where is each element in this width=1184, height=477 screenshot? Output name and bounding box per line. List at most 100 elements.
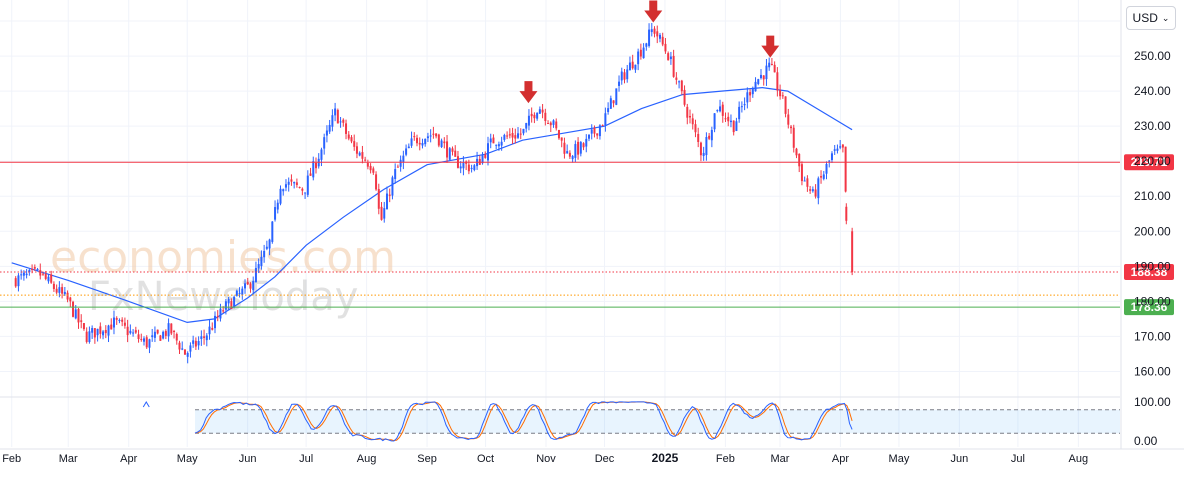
candle-body	[653, 28, 656, 34]
candle-body	[388, 194, 391, 196]
candle-body	[609, 98, 612, 109]
candle-body	[680, 80, 683, 92]
candle-body	[851, 231, 854, 272]
candle-body	[399, 159, 402, 167]
candle-body	[830, 153, 833, 161]
candle-body	[366, 163, 369, 167]
candle-body	[612, 100, 615, 104]
candle-body	[170, 323, 173, 334]
candle-body	[334, 108, 337, 116]
x-tick-label: Feb	[2, 453, 21, 465]
y-tick-label: 240.00	[1134, 84, 1171, 98]
candle-body	[375, 174, 378, 190]
candle-body	[721, 104, 724, 116]
candle-body	[413, 136, 416, 138]
candle-body	[585, 138, 588, 147]
candle-body	[80, 320, 83, 322]
candle-body	[495, 144, 498, 146]
candle-body	[22, 272, 25, 276]
candle-body	[121, 319, 124, 322]
candle-body	[347, 134, 350, 139]
candle-body	[762, 75, 765, 80]
candle-body	[740, 106, 743, 108]
candle-body	[628, 62, 631, 71]
candle-body	[426, 136, 429, 139]
x-tick-label: Mar	[771, 453, 790, 465]
candle-body	[410, 138, 413, 146]
candle-body	[342, 119, 345, 123]
candle-body	[544, 112, 547, 122]
candle-body	[822, 174, 825, 179]
chart-grid	[0, 0, 1120, 447]
candle-body	[481, 155, 484, 164]
level-badge-label: 188.38	[1131, 265, 1168, 279]
candle-body	[579, 142, 582, 154]
moving-average-line	[11, 86, 853, 324]
candle-body	[489, 138, 492, 143]
candle-body	[304, 192, 307, 194]
candle-body	[211, 328, 214, 330]
candle-body	[93, 328, 96, 338]
candle-body	[503, 135, 506, 140]
candle-body	[361, 152, 364, 159]
candle-body	[448, 148, 451, 160]
candle-body	[669, 56, 672, 60]
candle-body	[194, 340, 197, 347]
candle-body	[743, 104, 746, 106]
candle-body	[290, 179, 293, 182]
candle-body	[811, 189, 814, 192]
candle-body	[336, 109, 339, 124]
candle-body	[123, 322, 126, 326]
candle-body	[511, 133, 514, 138]
currency-selector[interactable]: USD ⌄	[1126, 6, 1176, 30]
candle-body	[284, 184, 287, 188]
candle-body	[557, 129, 560, 139]
candle-body	[203, 336, 206, 338]
candle-body	[658, 34, 661, 39]
x-tick-label: Mar	[59, 453, 78, 465]
candle-body	[331, 115, 334, 127]
candle-body	[42, 273, 44, 275]
y-tick-label: 200.00	[1134, 224, 1171, 238]
candle-body	[806, 178, 809, 187]
candle-body	[639, 49, 642, 57]
candle-body	[320, 149, 323, 160]
candle-body	[91, 328, 94, 333]
down-arrow-icon	[761, 35, 780, 58]
candle-body	[28, 269, 31, 273]
candle-body	[167, 323, 170, 337]
candle-body	[672, 55, 675, 77]
candle-body	[517, 133, 520, 138]
candle-body	[683, 89, 686, 105]
candle-body	[667, 53, 670, 61]
candle-body	[58, 287, 61, 293]
candle-body	[568, 152, 571, 157]
candle-body	[656, 31, 659, 37]
candle-body	[99, 326, 102, 334]
candle-body	[626, 69, 629, 80]
candle-body	[405, 148, 408, 155]
candle-body	[233, 296, 236, 307]
candle-body	[178, 342, 181, 350]
candle-body	[82, 323, 85, 330]
candle-body	[443, 141, 446, 144]
candle-body	[552, 120, 555, 125]
candle-body	[129, 330, 132, 334]
candle-body	[691, 118, 694, 125]
candle-body	[440, 140, 443, 147]
candle-body	[421, 143, 424, 146]
candle-body	[719, 106, 722, 112]
candle-body	[759, 74, 762, 79]
candle-body	[17, 275, 20, 287]
candle-body	[279, 188, 282, 204]
candle-body	[825, 164, 828, 174]
watermark-line1: economies.com	[50, 232, 396, 283]
candle-body	[492, 137, 495, 144]
candle-body	[623, 72, 626, 80]
x-tick-label: Sep	[417, 453, 437, 465]
level-badge	[1124, 154, 1174, 171]
candle-body	[107, 325, 110, 336]
y-tick-label: 250.00	[1134, 49, 1171, 63]
candle-body	[618, 81, 621, 86]
